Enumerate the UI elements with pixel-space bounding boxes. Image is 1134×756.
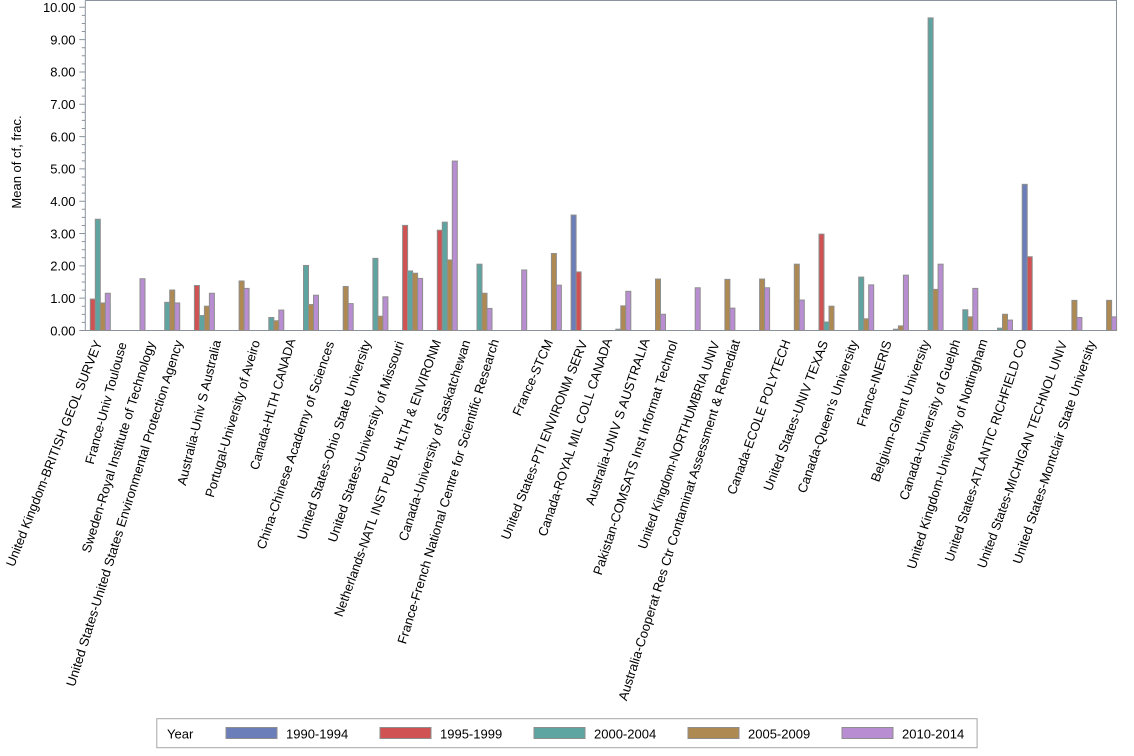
svg-text:Mean of cf, frac.: Mean of cf, frac.	[9, 115, 24, 208]
svg-text:2010-2014: 2010-2014	[902, 727, 964, 742]
svg-text:5.00: 5.00	[50, 162, 75, 177]
svg-text:4.00: 4.00	[50, 194, 75, 209]
svg-text:Year: Year	[167, 727, 194, 742]
svg-text:1995-1999: 1995-1999	[440, 727, 502, 742]
svg-text:2005-2009: 2005-2009	[748, 727, 810, 742]
svg-text:1990-1994: 1990-1994	[286, 727, 348, 742]
svg-text:6.00: 6.00	[50, 129, 75, 144]
svg-text:10.00: 10.00	[43, 0, 76, 15]
svg-text:2.00: 2.00	[50, 259, 75, 274]
svg-text:1.00: 1.00	[50, 291, 75, 306]
svg-text:3.00: 3.00	[50, 226, 75, 241]
svg-text:8.00: 8.00	[50, 65, 75, 80]
svg-text:0.00: 0.00	[50, 323, 75, 338]
svg-text:9.00: 9.00	[50, 32, 75, 47]
svg-text:2000-2004: 2000-2004	[594, 727, 656, 742]
svg-text:7.00: 7.00	[50, 97, 75, 112]
